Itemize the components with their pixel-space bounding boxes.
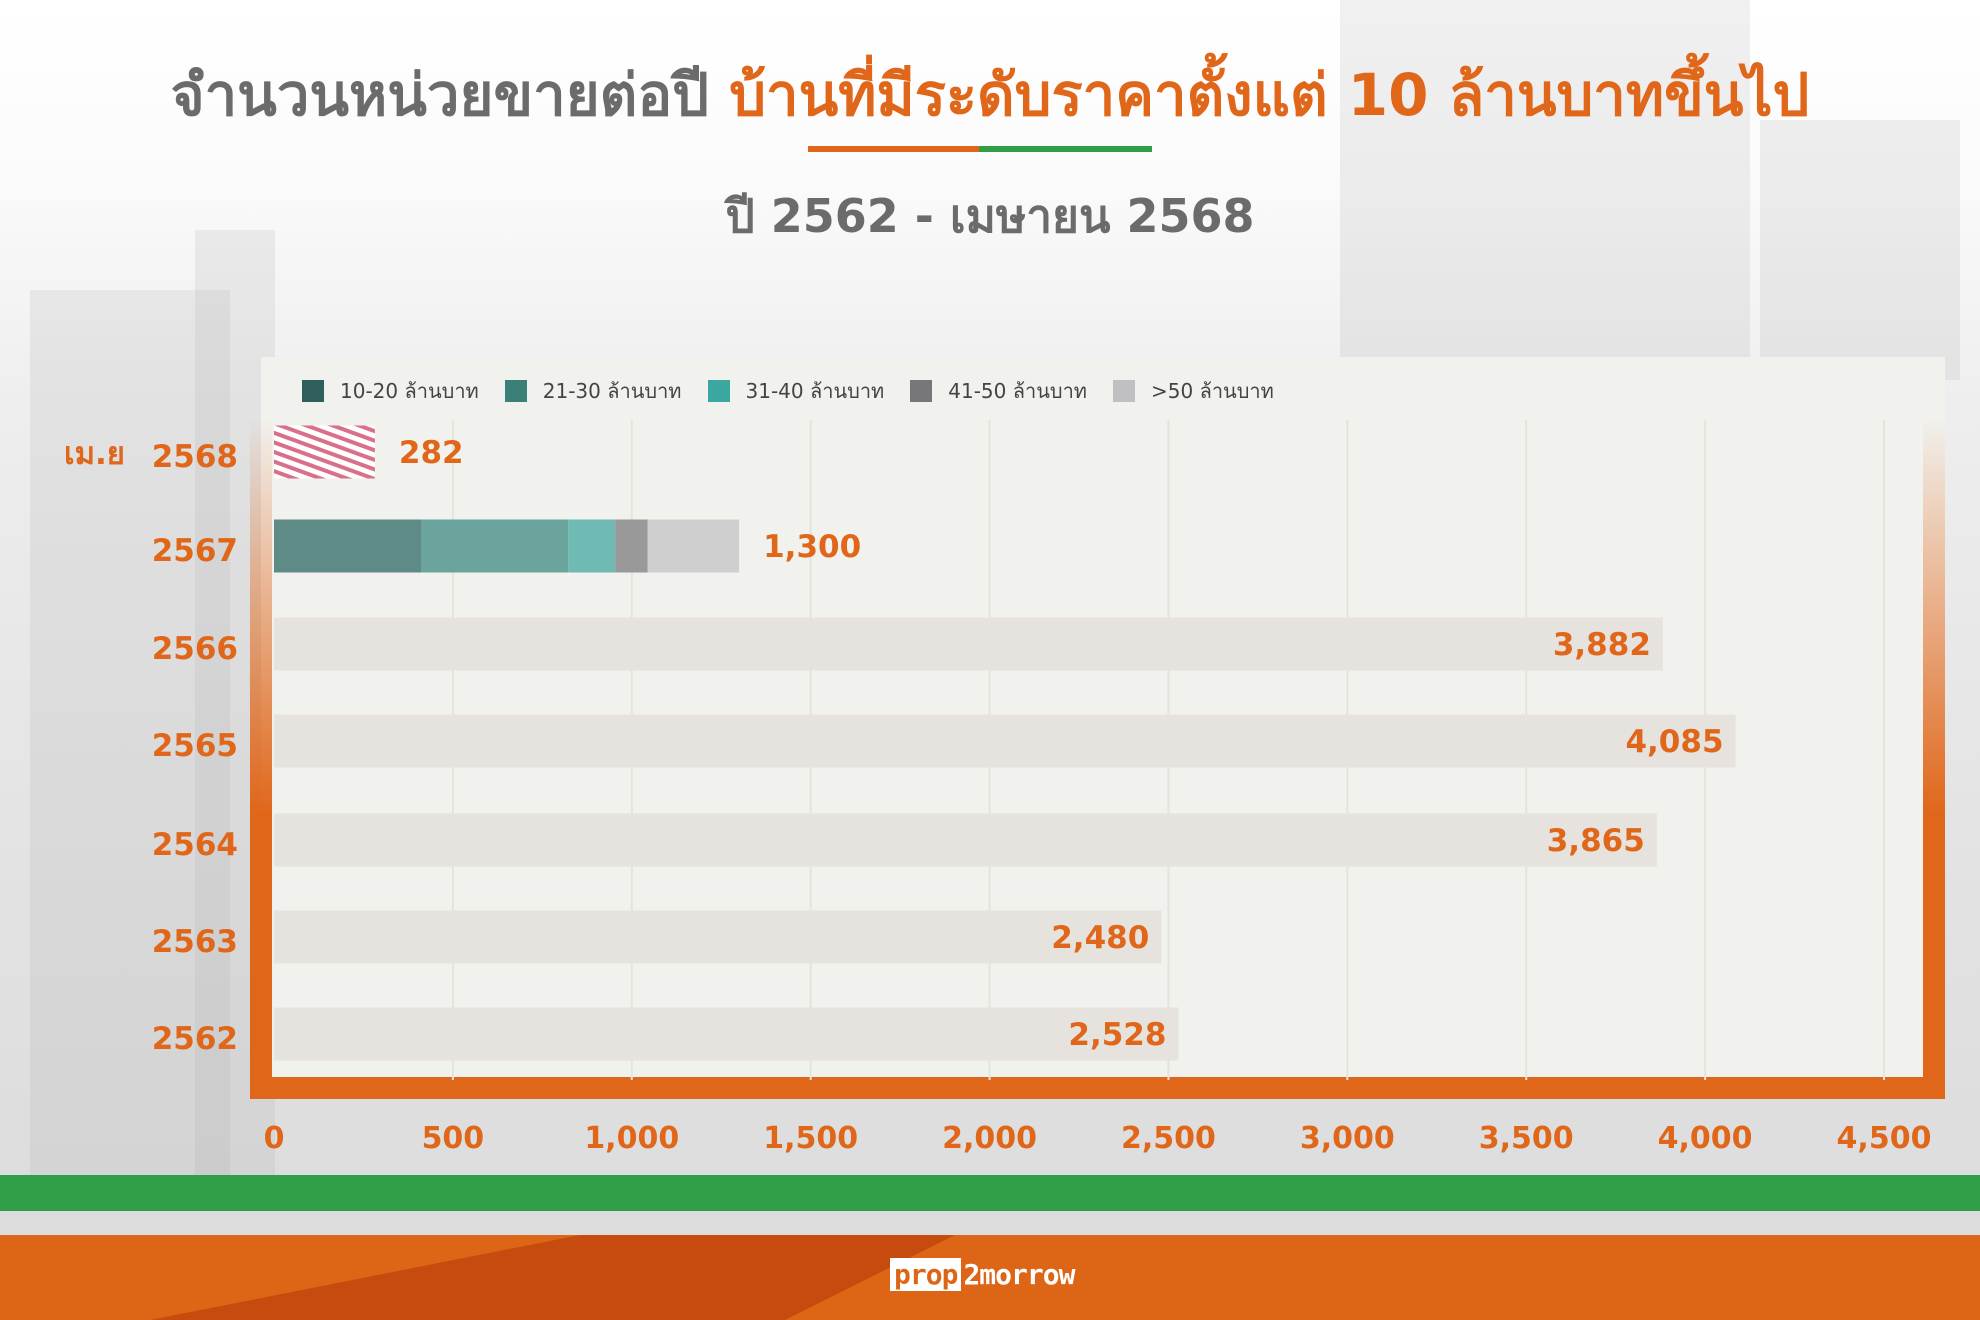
legend-item: 41-50 ล้านบาท: [910, 375, 1087, 407]
x-tick-label: 1,000: [584, 1121, 679, 1156]
bar-2568-hatched: [274, 425, 375, 479]
legend-swatch: [302, 380, 324, 402]
logo-prop: prop: [890, 1258, 962, 1291]
bar-segment-2: [421, 519, 569, 573]
legend-label: 21-30 ล้านบาท: [542, 379, 682, 403]
bar-segment-4: [615, 519, 648, 573]
title-underline-orange: [808, 146, 979, 152]
category-label: 2564: [152, 827, 238, 863]
prop2morrow-logo: prop 2morrow: [890, 1258, 1075, 1291]
category-prefix: เม.ย: [64, 436, 125, 472]
legend-swatch: [707, 380, 730, 402]
x-tick-label: 500: [422, 1121, 485, 1156]
chart-subtitle: ปี 2562 - เมษายน 2568: [725, 189, 1255, 243]
category-label: 2562: [152, 1021, 238, 1057]
legend-item: 21-30 ล้านบาท: [504, 375, 682, 407]
category-label: 2563: [152, 924, 238, 960]
bar-2564: [274, 813, 1657, 867]
x-tick-label: 0: [264, 1121, 285, 1156]
value-label: 3,865: [1547, 823, 1645, 859]
title-underline-green: [979, 146, 1152, 152]
category-label: 2565: [152, 728, 238, 764]
legend-label: 31-40 ล้านบาท: [745, 379, 885, 403]
x-tick-label: 1,500: [763, 1121, 858, 1156]
bar-segment-3: [568, 519, 616, 573]
x-tick-label: 4,000: [1658, 1121, 1753, 1156]
category-label: 2568: [152, 439, 238, 475]
value-label: 1,300: [763, 529, 861, 565]
x-tick-label: 3,000: [1300, 1121, 1395, 1156]
value-label: 4,085: [1625, 724, 1723, 760]
legend-swatch: [910, 380, 933, 402]
footer-band: [0, 1235, 1980, 1320]
value-label: 2,480: [1051, 920, 1149, 956]
x-tick-label: 2,000: [942, 1121, 1037, 1156]
legend-label: 41-50 ล้านบาท: [948, 379, 1087, 403]
bar-2562: [274, 1007, 1179, 1061]
category-label: 2566: [152, 631, 238, 667]
logo-2morrow: 2morrow: [963, 1258, 1075, 1291]
value-label: 3,882: [1553, 627, 1651, 663]
x-tick-label: 3,500: [1479, 1121, 1574, 1156]
value-label: 2,528: [1068, 1017, 1166, 1053]
value-label: 282: [399, 435, 464, 471]
legend: 10-20 ล้านบาท 21-30 ล้านบาท 31-40 ล้านบาท 4…: [302, 375, 1274, 407]
legend-item: 10-20 ล้านบาท: [302, 375, 479, 407]
legend-swatch: [504, 380, 527, 402]
green-stripe: [0, 1175, 1980, 1211]
title-orange-part: บ้านที่มีระดับราคาตั้งแต่ 10 ล้านบาทขึ้น…: [729, 61, 1810, 129]
bar-2566: [274, 617, 1663, 671]
category-label: 2567: [152, 533, 238, 569]
chart-title: จำนวนหน่วยขายต่อปี บ้านที่มีระดับราคาตั้…: [0, 48, 1980, 141]
x-tick-label: 4,500: [1837, 1121, 1932, 1156]
legend-item: 31-40 ล้านบาท: [707, 375, 885, 407]
bar-2563: [274, 910, 1162, 964]
bar-2565: [274, 714, 1736, 768]
title-gray-part: จำนวนหน่วยขายต่อปี: [170, 61, 709, 129]
legend-swatch: [1113, 380, 1135, 402]
bar-segment-1: [274, 519, 422, 573]
x-tick-label: 2,500: [1121, 1121, 1216, 1156]
legend-label: >50 ล้านบาท: [1151, 379, 1274, 403]
legend-label: 10-20 ล้านบาท: [340, 379, 479, 403]
legend-item: >50 ล้านบาท: [1113, 375, 1274, 407]
bar-segment-5: [647, 519, 740, 573]
